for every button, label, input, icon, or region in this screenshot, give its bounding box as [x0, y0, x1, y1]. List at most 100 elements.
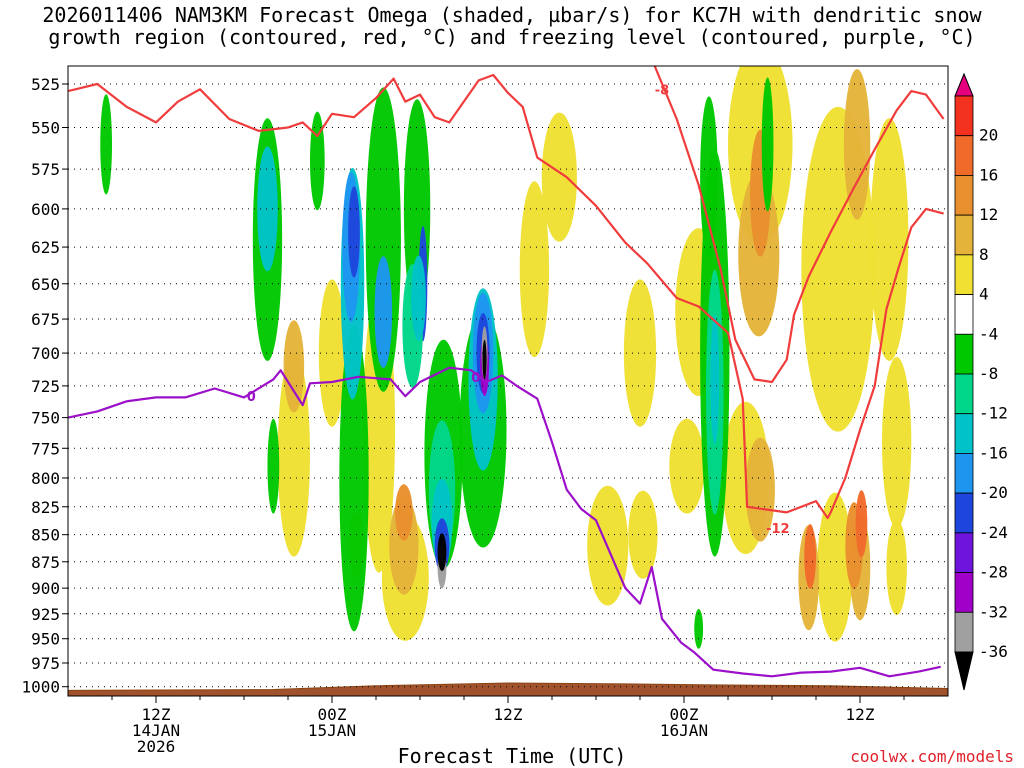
omega-blob-62	[100, 94, 112, 195]
contour-lines: -8 -12 0 0	[68, 66, 945, 678]
y-tick-label-875: 875	[31, 553, 60, 572]
dgz-contour-line-main	[68, 73, 944, 520]
colorbar-label-3: 8	[979, 245, 989, 264]
colorbar-label-9: -20	[979, 483, 1008, 502]
omega-blob-53	[365, 87, 401, 392]
colorbar-box-11	[954, 532, 974, 573]
y-tick-label-925: 925	[31, 605, 60, 624]
colorbar-box-13	[954, 611, 974, 653]
colorbar-box-1	[954, 135, 974, 176]
contour-label-3: 0	[471, 371, 480, 386]
colorbar-label-8: -16	[979, 443, 1008, 462]
dgz-contour-line-right	[653, 66, 945, 384]
colorbar-label-13: -36	[979, 642, 1008, 661]
source-credit: coolwx.com/models	[850, 747, 1014, 766]
terrain-fill	[68, 682, 948, 696]
omega-blob-3	[870, 118, 909, 361]
omega-blob-20	[745, 437, 775, 542]
omega-blob-34	[339, 324, 369, 632]
omega-shading	[100, 66, 912, 649]
y-tick-label-900: 900	[31, 579, 60, 598]
omega-blob-63	[694, 608, 704, 649]
colorbar-label-2: 12	[979, 205, 998, 224]
y-tick-label-950: 950	[31, 630, 60, 649]
omega-blob-60	[700, 96, 718, 259]
x-tick-label-24-1: 15JAN	[308, 721, 356, 740]
omega-blob-9	[519, 181, 550, 358]
y-tick-label-1000: 1000	[21, 678, 60, 697]
contour-label-2: 0	[247, 390, 256, 405]
contour-label-0: -8	[655, 83, 669, 98]
x-tick-label-12-0: 12Z	[142, 705, 171, 724]
y-tick-label-850: 850	[31, 526, 60, 545]
omega-blob-22	[283, 320, 305, 413]
x-tick-label-36-0: 12Z	[494, 705, 523, 724]
y-tick-label-675: 675	[31, 310, 60, 329]
omega-blob-29	[395, 484, 413, 541]
y-tick-label-650: 650	[31, 275, 60, 294]
colorbar-bottom-triangle	[954, 651, 974, 691]
colorbar-box-9	[954, 453, 974, 494]
y-tick-label-600: 600	[31, 200, 60, 219]
y-tick-label-525: 525	[31, 75, 60, 94]
omega-blob-50	[482, 339, 487, 380]
y-tick-label-975: 975	[31, 654, 60, 673]
omega-blob-15	[817, 492, 853, 642]
y-tick-label-725: 725	[31, 377, 60, 396]
omega-blob-7	[623, 279, 657, 427]
y-tick-label-625: 625	[31, 238, 60, 257]
omega-blob-56	[267, 418, 280, 514]
contour-label-1: -12	[766, 522, 790, 537]
colorbar-box-5	[954, 294, 974, 335]
colorbar-label-12: -32	[979, 602, 1008, 621]
omega-blob-55	[310, 111, 325, 211]
omega-blob-16	[886, 519, 907, 615]
colorbar-label-7: -12	[979, 404, 1008, 423]
colorbar-box-7	[954, 373, 974, 415]
omega-blob-54	[374, 256, 393, 369]
terrain-surface	[68, 682, 948, 696]
x-axis-title: Forecast Time (UTC)	[397, 744, 627, 768]
pressure-axis: 525 550 575 600 625 650 675 700 725 750 775 800 825 8…	[21, 75, 68, 697]
colorbar-label-6: -8	[979, 364, 998, 383]
x-tick-label-48-0: 00Z	[670, 705, 699, 724]
colorbar-box-3	[954, 214, 974, 256]
colorbar-box-8	[954, 413, 974, 454]
omega-blob-37	[348, 186, 360, 278]
x-tick-label-12-2: 2026	[137, 737, 176, 756]
colorbar-box-0	[954, 95, 974, 137]
omega-blob-59	[710, 314, 720, 445]
colorbar-box-10	[954, 492, 974, 534]
colorbar-box-4	[954, 254, 974, 295]
chart-title: 2026011406 NAM3KM Forecast Omega (shaded…	[42, 3, 982, 49]
omega-blob-30	[804, 524, 817, 589]
omega-colorbar: 20 16 12 8 4 -4 -8 -12 -16 -20 -24 -28 -32 -36	[954, 72, 1008, 691]
x-tick-label-12-1: 14JAN	[132, 721, 180, 740]
omega-blob-33	[257, 146, 278, 272]
x-tick-label-24-0: 00Z	[318, 705, 347, 724]
y-tick-label-700: 700	[31, 344, 60, 363]
colorbar-label-5: -4	[979, 324, 998, 343]
y-tick-label-750: 750	[31, 409, 60, 428]
y-tick-label-800: 800	[31, 469, 60, 488]
colorbar-label-1: 16	[979, 165, 998, 184]
colorbar-box-2	[954, 175, 974, 216]
omega-blob-13	[628, 490, 658, 579]
omega-blob-17	[669, 418, 705, 514]
y-tick-label-775: 775	[31, 439, 60, 458]
y-tick-label-575: 575	[31, 160, 60, 179]
omega-blob-6	[541, 112, 577, 242]
omega-blob-21	[843, 69, 871, 220]
x-tick-label-60-0: 12Z	[846, 705, 875, 724]
colorbar-label-10: -24	[979, 523, 1008, 542]
colorbar-box-12	[954, 572, 974, 613]
colorbar-top-triangle	[954, 72, 974, 97]
colorbar-box-6	[954, 333, 974, 375]
colorbar-label-11: -28	[979, 563, 1008, 582]
omega-blob-61	[761, 77, 774, 212]
omega-blob-31	[855, 490, 868, 558]
y-tick-label-825: 825	[31, 498, 60, 517]
x-tick-label-48-1: 16JAN	[660, 721, 708, 740]
